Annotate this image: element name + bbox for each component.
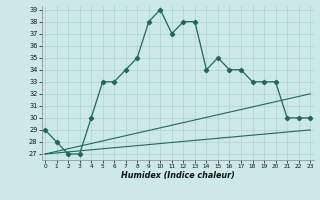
X-axis label: Humidex (Indice chaleur): Humidex (Indice chaleur) — [121, 171, 235, 180]
